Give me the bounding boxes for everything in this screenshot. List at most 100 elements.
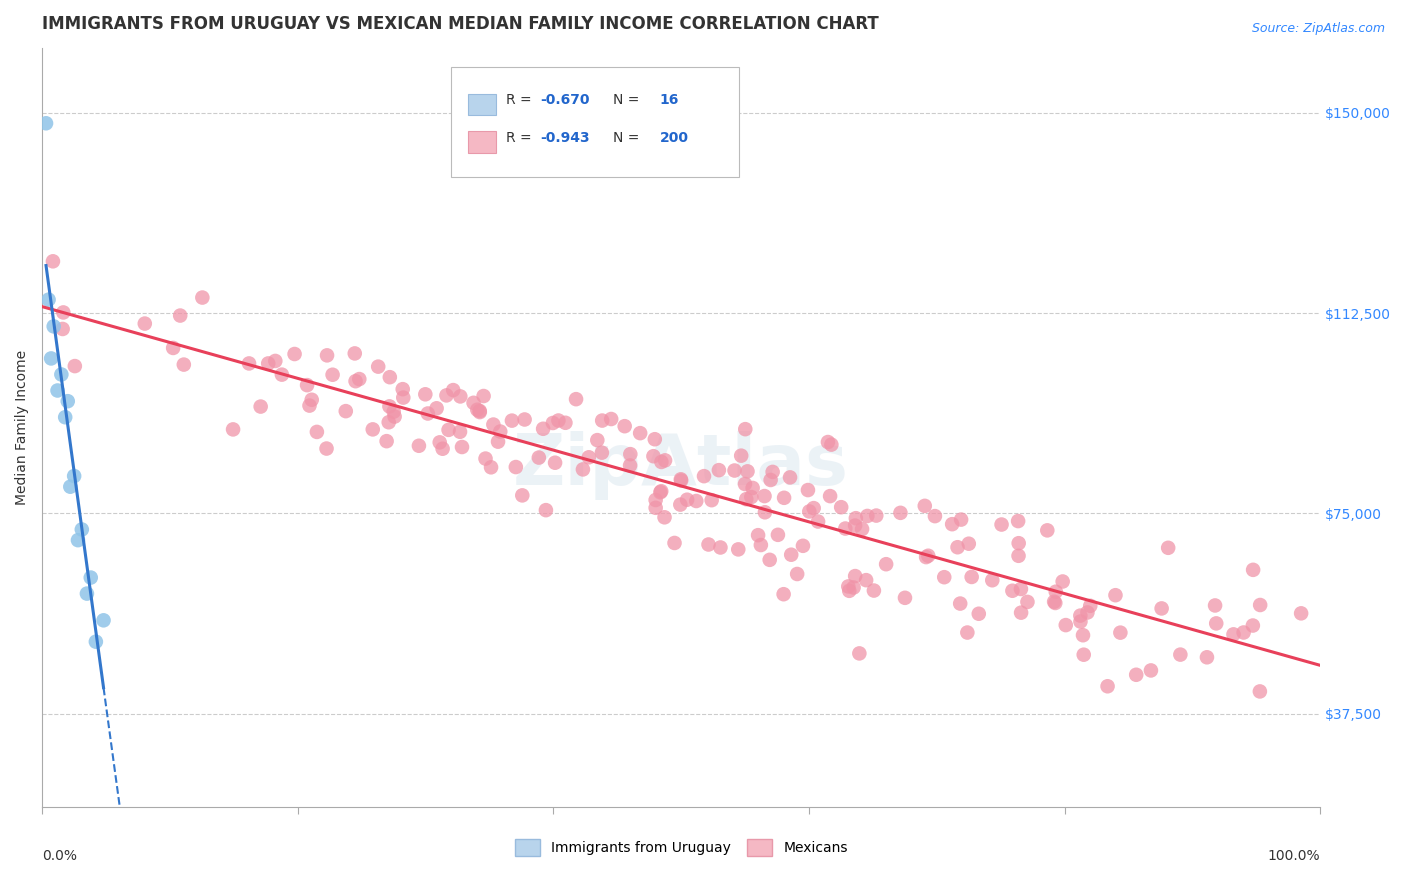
Point <box>513 412 536 426</box>
Point <box>53 410 76 425</box>
Point <box>834 522 856 536</box>
Point <box>914 499 936 513</box>
Point <box>382 404 405 418</box>
Point <box>1001 583 1024 598</box>
Legend: Immigrants from Uruguay, Mexicans: Immigrants from Uruguay, Mexicans <box>509 833 853 861</box>
Point <box>946 540 969 554</box>
Point <box>915 550 938 565</box>
Point <box>759 473 782 487</box>
Point <box>1071 628 1094 642</box>
Point <box>654 453 676 467</box>
Point <box>799 504 821 518</box>
Point <box>628 426 651 441</box>
Point <box>676 492 699 507</box>
Point <box>730 449 752 463</box>
Point <box>875 558 897 572</box>
Point <box>572 462 595 476</box>
Point <box>650 455 672 469</box>
Point <box>479 460 502 475</box>
Point <box>70 523 93 537</box>
Point <box>501 414 523 428</box>
Point <box>863 583 886 598</box>
Point <box>578 450 600 465</box>
Point <box>415 387 437 401</box>
Y-axis label: Median Family Income: Median Family Income <box>15 351 30 506</box>
Point <box>807 515 830 529</box>
Point <box>565 392 588 406</box>
Point <box>489 425 512 439</box>
Point <box>378 370 401 384</box>
Point <box>586 433 609 447</box>
Point <box>1045 596 1067 610</box>
Point <box>1104 588 1126 602</box>
Point <box>1109 625 1132 640</box>
Point <box>1010 606 1032 620</box>
Point <box>1076 606 1098 620</box>
Point <box>322 368 344 382</box>
Point <box>1205 616 1227 631</box>
Point <box>700 493 723 508</box>
Point <box>451 440 474 454</box>
Point <box>741 481 763 495</box>
Point <box>527 450 550 465</box>
Point <box>52 322 75 336</box>
Point <box>1052 574 1074 589</box>
Point <box>855 573 877 587</box>
Point <box>52 305 75 319</box>
Point <box>844 569 866 583</box>
Text: IMMIGRANTS FROM URUGUAY VS MEXICAN MEDIAN FAMILY INCOME CORRELATION CHART: IMMIGRANTS FROM URUGUAY VS MEXICAN MEDIA… <box>42 15 879 33</box>
Point <box>820 437 842 451</box>
Point <box>1249 598 1271 612</box>
Point <box>35 116 58 130</box>
Point <box>432 442 454 456</box>
Point <box>643 449 665 463</box>
Point <box>510 488 533 502</box>
Point <box>1170 648 1192 662</box>
Point <box>162 341 184 355</box>
Point <box>305 425 328 439</box>
Point <box>685 494 707 508</box>
Point <box>967 607 990 621</box>
Text: R =: R = <box>506 93 536 107</box>
Point <box>754 505 776 519</box>
Point <box>934 570 956 584</box>
Point <box>644 432 666 446</box>
Point <box>957 537 980 551</box>
Point <box>1241 618 1264 632</box>
Point <box>375 434 398 449</box>
Point <box>766 528 789 542</box>
Point <box>76 586 98 600</box>
Text: 0.0%: 0.0% <box>42 849 77 863</box>
Point <box>1204 599 1226 613</box>
Text: -0.670: -0.670 <box>540 93 591 107</box>
Text: N =: N = <box>613 131 644 145</box>
Point <box>950 512 973 526</box>
Point <box>474 451 496 466</box>
Point <box>654 510 676 524</box>
Point <box>416 407 439 421</box>
Point <box>315 442 337 456</box>
Point <box>894 591 917 605</box>
Point <box>429 435 451 450</box>
Point <box>644 500 666 515</box>
Point <box>1017 595 1039 609</box>
Point <box>723 463 745 477</box>
Point <box>848 647 870 661</box>
Point <box>284 347 307 361</box>
Text: ZipAtlas: ZipAtlas <box>513 432 849 500</box>
Point <box>949 597 972 611</box>
Point <box>762 465 785 479</box>
Text: 200: 200 <box>659 131 689 145</box>
Bar <box>468 131 496 153</box>
Point <box>990 517 1012 532</box>
Point <box>335 404 357 418</box>
Point <box>472 389 495 403</box>
Point <box>591 445 613 459</box>
Point <box>343 346 366 360</box>
Point <box>1241 563 1264 577</box>
Point <box>1069 608 1091 623</box>
Point <box>956 625 979 640</box>
Point <box>669 474 692 488</box>
Point <box>1233 625 1256 640</box>
Point <box>134 317 156 331</box>
